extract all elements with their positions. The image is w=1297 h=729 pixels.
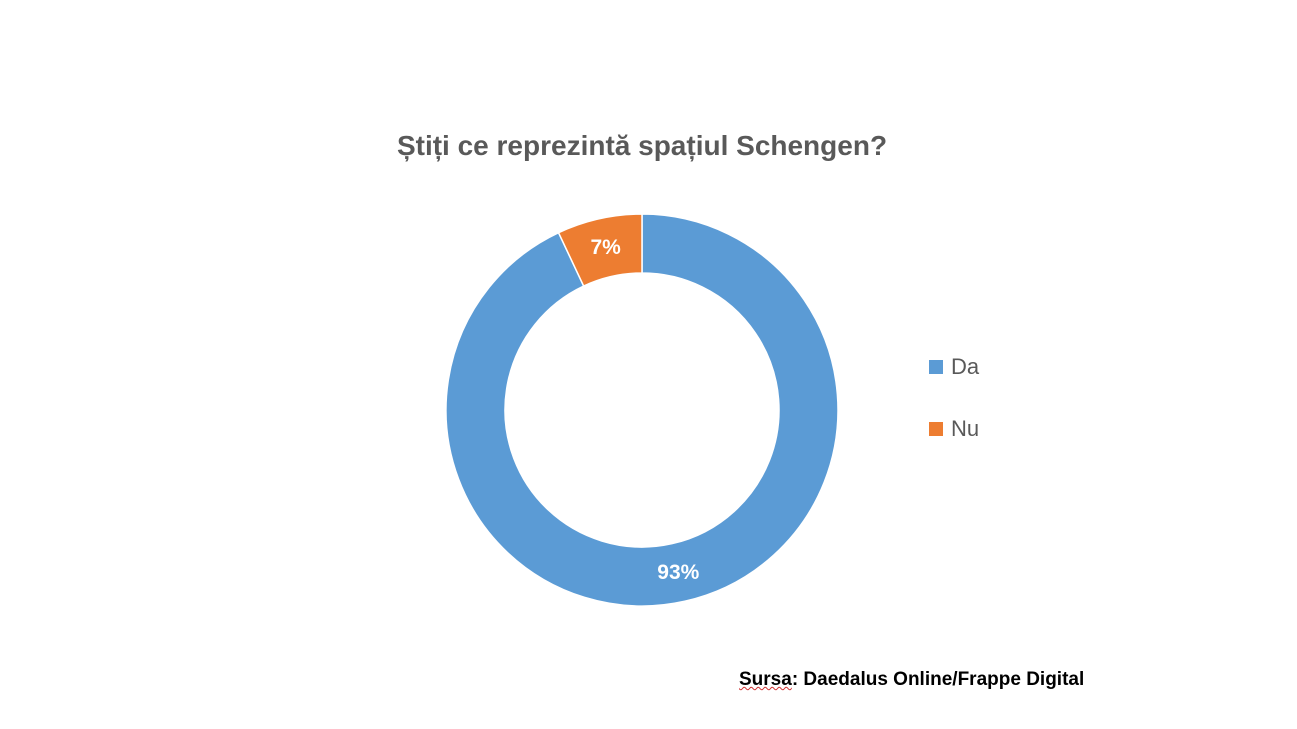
legend-label-da: Da — [951, 354, 980, 379]
legend: Da Nu — [929, 352, 979, 476]
data-label-nu: 7% — [590, 236, 621, 259]
slices-group — [445, 213, 839, 607]
data-label-da: 93% — [657, 561, 699, 584]
legend-item-da: Da — [929, 352, 979, 382]
source-prefix: Sursa — [739, 669, 792, 690]
legend-label-nu: Nu — [951, 416, 980, 441]
chart-title: Știți ce reprezintă spațiul Schengen? — [396, 130, 888, 161]
labels-group: 93% 7% — [590, 236, 699, 584]
legend-item-nu: Nu — [929, 414, 979, 444]
legend-swatch-nu — [929, 422, 943, 436]
source-note: Sursa: Daedalus Online/Frappe Digital — [739, 669, 1084, 691]
slice-da — [445, 213, 839, 607]
source-text: : Daedalus Online/Frappe Digital — [791, 669, 1085, 690]
slice-nu — [557, 213, 643, 288]
legend-swatch-da — [929, 360, 943, 374]
